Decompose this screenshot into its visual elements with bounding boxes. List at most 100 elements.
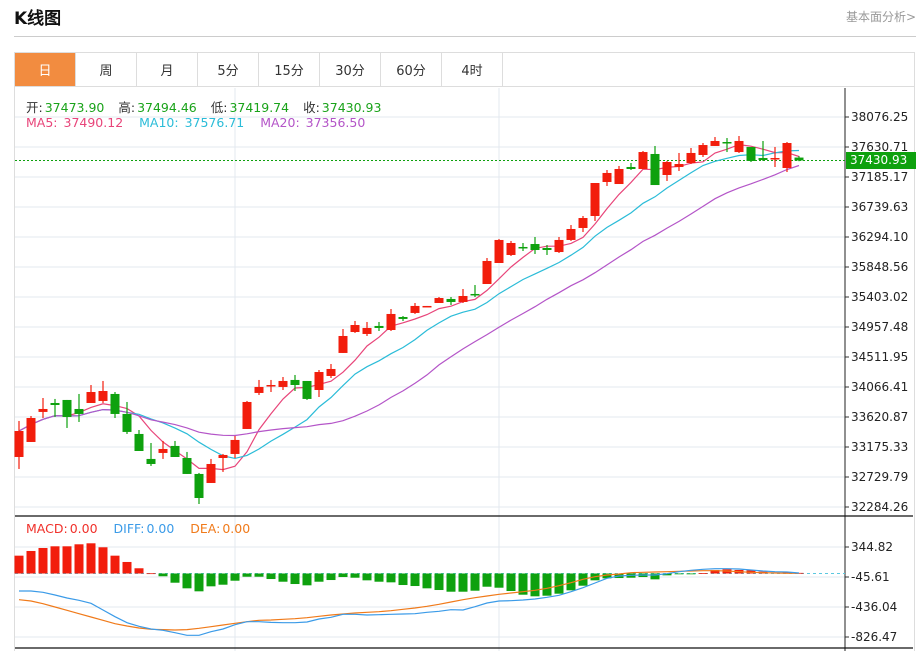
macd-bar bbox=[26, 550, 36, 574]
candle-down bbox=[62, 399, 72, 417]
candle-up bbox=[578, 218, 588, 228]
diff-value: 0.00 bbox=[146, 521, 175, 536]
candle-up bbox=[266, 385, 276, 387]
candle-up bbox=[734, 140, 744, 153]
candle-down bbox=[50, 402, 60, 406]
macd-bar bbox=[230, 573, 240, 581]
candle-up bbox=[638, 152, 648, 169]
tab-15min[interactable]: 15分 bbox=[259, 53, 320, 86]
ma20-label: MA20: bbox=[260, 115, 300, 130]
macd-value: 0.00 bbox=[69, 521, 98, 536]
macd-bar bbox=[242, 573, 252, 577]
macd-bar bbox=[194, 573, 204, 592]
price-axis-label: 38076.25 bbox=[851, 110, 908, 124]
macd-axis-label: -826.47 bbox=[851, 630, 897, 644]
price-axis-label: 35403.02 bbox=[851, 290, 908, 304]
candle-down bbox=[122, 413, 132, 432]
macd-bar bbox=[398, 573, 408, 586]
macd-bar bbox=[422, 573, 432, 589]
macd-bar bbox=[446, 573, 456, 592]
macd-axis-label: 344.82 bbox=[851, 540, 893, 554]
candle-up bbox=[674, 164, 684, 167]
price-axis-label: 32729.79 bbox=[851, 470, 908, 484]
candle-down bbox=[146, 458, 156, 464]
candle-down bbox=[74, 408, 84, 414]
macd-bar bbox=[62, 546, 72, 574]
candle-up bbox=[278, 380, 288, 387]
candle-up bbox=[98, 391, 108, 401]
macd-legend: MACD: 0.00 DIFF: 0.00 DEA: 0.00 bbox=[26, 521, 254, 536]
candle-down bbox=[290, 379, 300, 386]
period-tabs: 日 周 月 5分 15分 30分 60分 4时 bbox=[14, 52, 915, 87]
candle-up bbox=[782, 143, 792, 168]
candle-up bbox=[218, 454, 228, 458]
candle-up bbox=[614, 168, 624, 185]
macd-label: MACD: bbox=[26, 521, 68, 536]
high-value: 37494.46 bbox=[137, 100, 197, 115]
candle-up bbox=[38, 408, 48, 412]
macd-bar bbox=[50, 546, 60, 574]
tab-4hour[interactable]: 4时 bbox=[442, 53, 503, 86]
high-label: 高: bbox=[118, 100, 136, 115]
macd-bar bbox=[266, 573, 276, 580]
candle-up bbox=[494, 239, 504, 263]
tab-month[interactable]: 月 bbox=[137, 53, 198, 86]
candle-up bbox=[566, 228, 576, 240]
ma20-legend: MA20: 37356.50 bbox=[260, 115, 367, 130]
candle-up bbox=[230, 439, 240, 454]
tab-60min[interactable]: 60分 bbox=[381, 53, 442, 86]
macd-bar bbox=[110, 555, 120, 574]
macd-bar bbox=[326, 573, 336, 581]
close-label: 收: bbox=[303, 100, 320, 115]
candle-up bbox=[506, 242, 516, 255]
price-axis-label: 34511.95 bbox=[851, 350, 908, 364]
tab-day[interactable]: 日 bbox=[15, 53, 76, 86]
price-axis-label: 32284.26 bbox=[851, 500, 908, 514]
candle-down bbox=[170, 445, 180, 457]
candle-down bbox=[398, 316, 408, 319]
close-value: 37430.93 bbox=[321, 100, 382, 115]
ma10-legend: MA10: 37576.71 bbox=[139, 115, 246, 130]
candle-up bbox=[434, 298, 444, 303]
dea-value: 0.00 bbox=[222, 521, 251, 536]
candle-down bbox=[794, 157, 804, 161]
macd-bar bbox=[350, 573, 360, 578]
tab-5min[interactable]: 5分 bbox=[198, 53, 259, 86]
candle-up bbox=[386, 313, 396, 330]
candle-up bbox=[482, 260, 492, 285]
ohlc-legend: 开: 37473.90 高: 37494.46 低: 37419.74 收: 37430… bbox=[26, 97, 391, 116]
candle-up bbox=[590, 183, 600, 216]
macd-bar bbox=[290, 573, 300, 585]
macd-bar bbox=[98, 547, 108, 574]
candle-down bbox=[650, 153, 660, 186]
macd-bar bbox=[122, 561, 132, 574]
fundamental-analysis-link[interactable]: 基本面分析> bbox=[845, 10, 916, 24]
tab-week[interactable]: 周 bbox=[76, 53, 137, 86]
candle-down bbox=[530, 244, 540, 251]
macd-bar bbox=[674, 573, 684, 575]
ma20-line bbox=[18, 164, 800, 437]
macd-bar bbox=[86, 543, 96, 574]
candle-up bbox=[554, 239, 564, 253]
macd-bar bbox=[686, 573, 696, 575]
macd-bar bbox=[698, 573, 708, 574]
candle-up bbox=[314, 372, 324, 390]
macd-bar bbox=[494, 573, 504, 588]
macd-bar bbox=[362, 573, 372, 581]
candle-up bbox=[254, 386, 264, 393]
macd-bar bbox=[170, 573, 180, 583]
price-axis-label: 34957.48 bbox=[851, 320, 908, 334]
candle-down bbox=[446, 298, 456, 302]
diff-line bbox=[19, 568, 800, 636]
open-value: 37473.90 bbox=[44, 100, 105, 115]
candle-up bbox=[158, 448, 168, 453]
candle-up bbox=[422, 305, 432, 308]
current-price-tag: 37430.93 bbox=[846, 152, 916, 169]
tab-30min[interactable]: 30分 bbox=[320, 53, 381, 86]
candle-up bbox=[662, 161, 672, 175]
macd-bar bbox=[278, 573, 288, 582]
price-axis-label: 37185.17 bbox=[851, 170, 908, 184]
macd-bar bbox=[602, 573, 612, 579]
macd-bar bbox=[146, 573, 156, 575]
